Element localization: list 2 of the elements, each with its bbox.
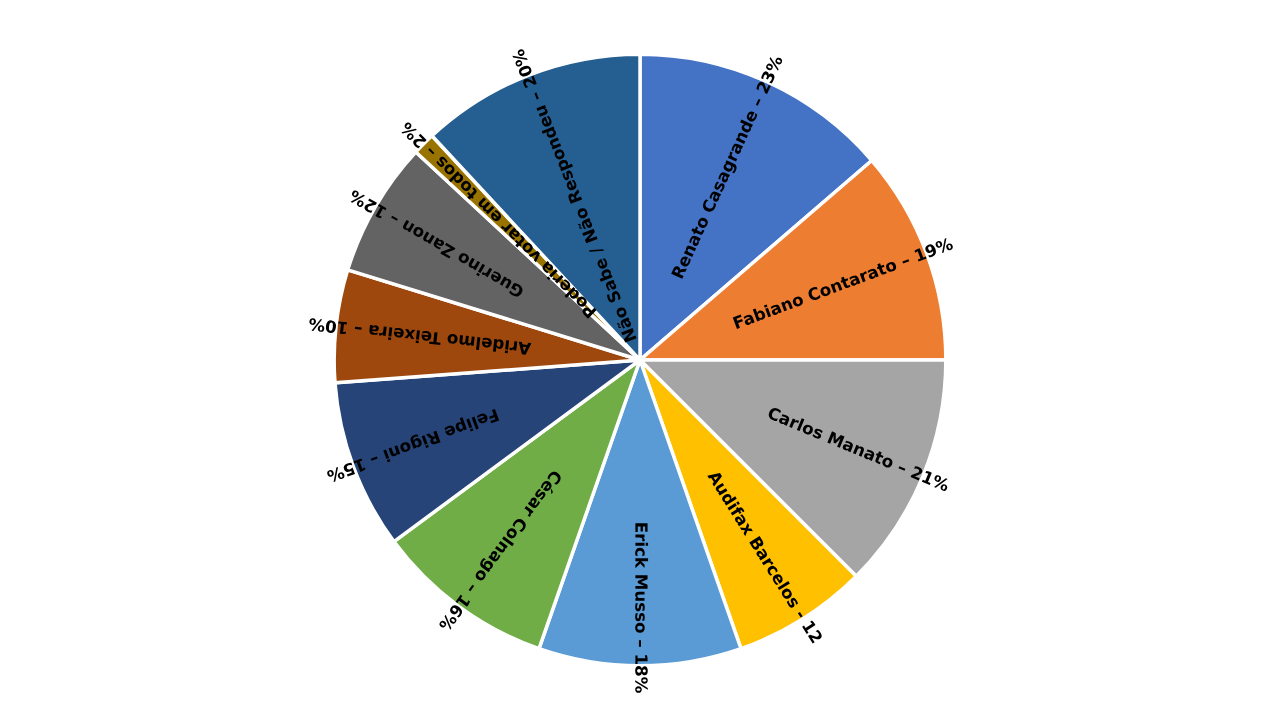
slice-label: Erick Musso – 18% bbox=[635, 523, 649, 693]
slice-label: Aridelmo Teixeira – 10% bbox=[308, 317, 532, 356]
